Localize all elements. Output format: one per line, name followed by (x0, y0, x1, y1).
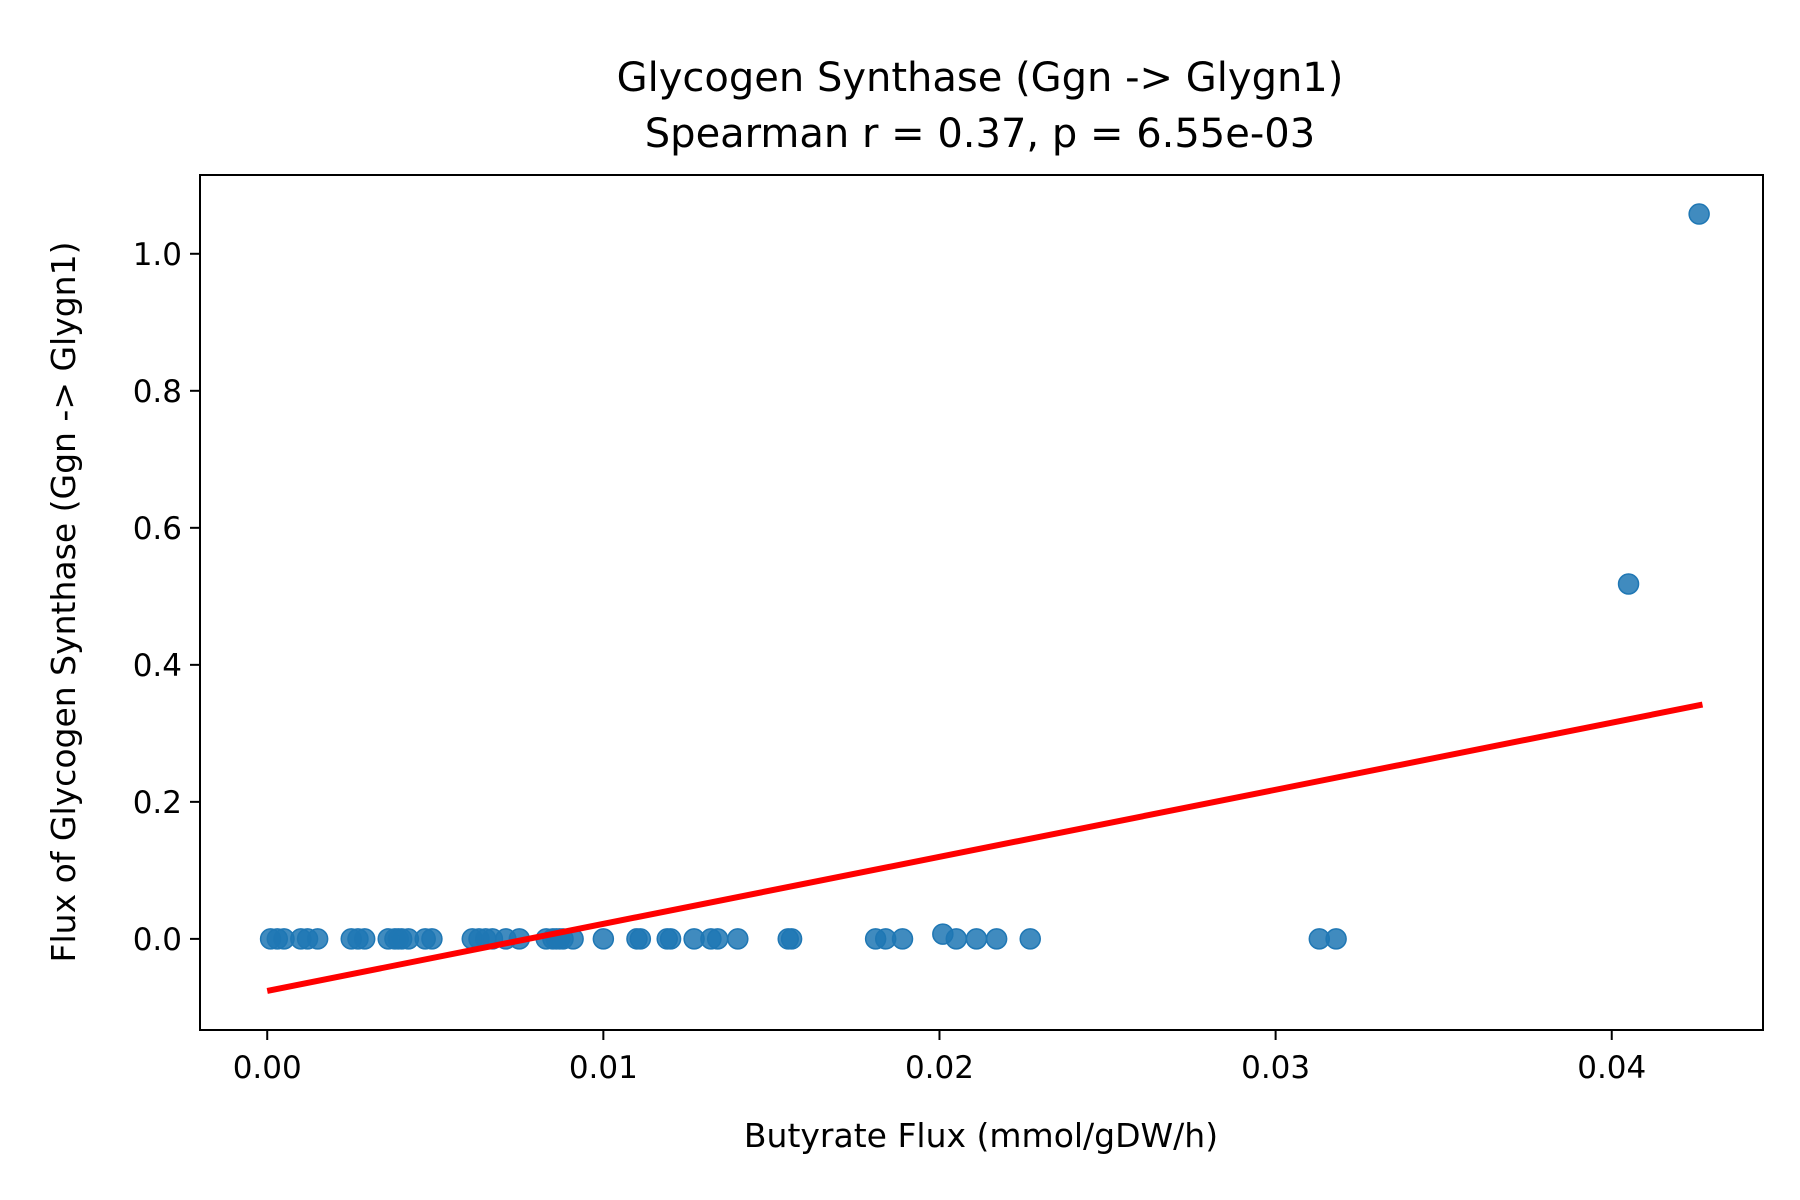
y-tick-label: 0.0 (133, 922, 182, 958)
x-axis-label: Butyrate Flux (mmol/gDW/h) (744, 1116, 1218, 1155)
data-point (659, 928, 682, 950)
chart-subtitle: Spearman r = 0.37, p = 6.55e-03 (645, 111, 1315, 157)
data-point (1325, 928, 1347, 950)
y-tick-label: 0.8 (133, 374, 182, 410)
x-tick-label: 0.03 (1241, 1050, 1310, 1086)
data-point (629, 928, 652, 950)
x-axis-ticks: 0.00 0.01 0.02 0.03 0.04 (233, 1030, 1646, 1086)
data-point (706, 928, 729, 950)
data-point (592, 928, 615, 950)
y-axis-label: Flux of Glycogen Synthase (Ggn -> Glygn1… (44, 242, 83, 963)
y-tick-label: 0.2 (133, 785, 182, 821)
chart-title: Glycogen Synthase (Ggn -> Glygn1) (617, 55, 1344, 101)
plot-frame (199, 174, 1764, 1031)
y-tick-label: 1.0 (133, 237, 182, 273)
x-tick-label: 0.04 (1577, 1050, 1646, 1086)
data-point (306, 928, 329, 950)
data-point (780, 928, 803, 950)
y-axis-ticks: 0.0 0.2 0.4 0.6 0.8 1.0 (133, 237, 200, 958)
x-tick-label: 0.01 (569, 1050, 638, 1086)
data-point (421, 928, 443, 950)
data-point (353, 928, 376, 950)
regression-line (266, 701, 1704, 994)
data-point (945, 928, 968, 950)
y-tick-label: 0.6 (133, 511, 182, 547)
y-tick-label: 0.4 (133, 648, 182, 684)
x-tick-label: 0.02 (905, 1050, 974, 1086)
data-point (965, 928, 988, 950)
data-point (1617, 573, 1640, 595)
data-point (985, 928, 1008, 950)
data-point (1688, 203, 1710, 225)
data-point (891, 928, 914, 950)
data-point (727, 928, 749, 950)
x-tick-label: 0.00 (233, 1050, 302, 1086)
data-point (1019, 928, 1041, 950)
